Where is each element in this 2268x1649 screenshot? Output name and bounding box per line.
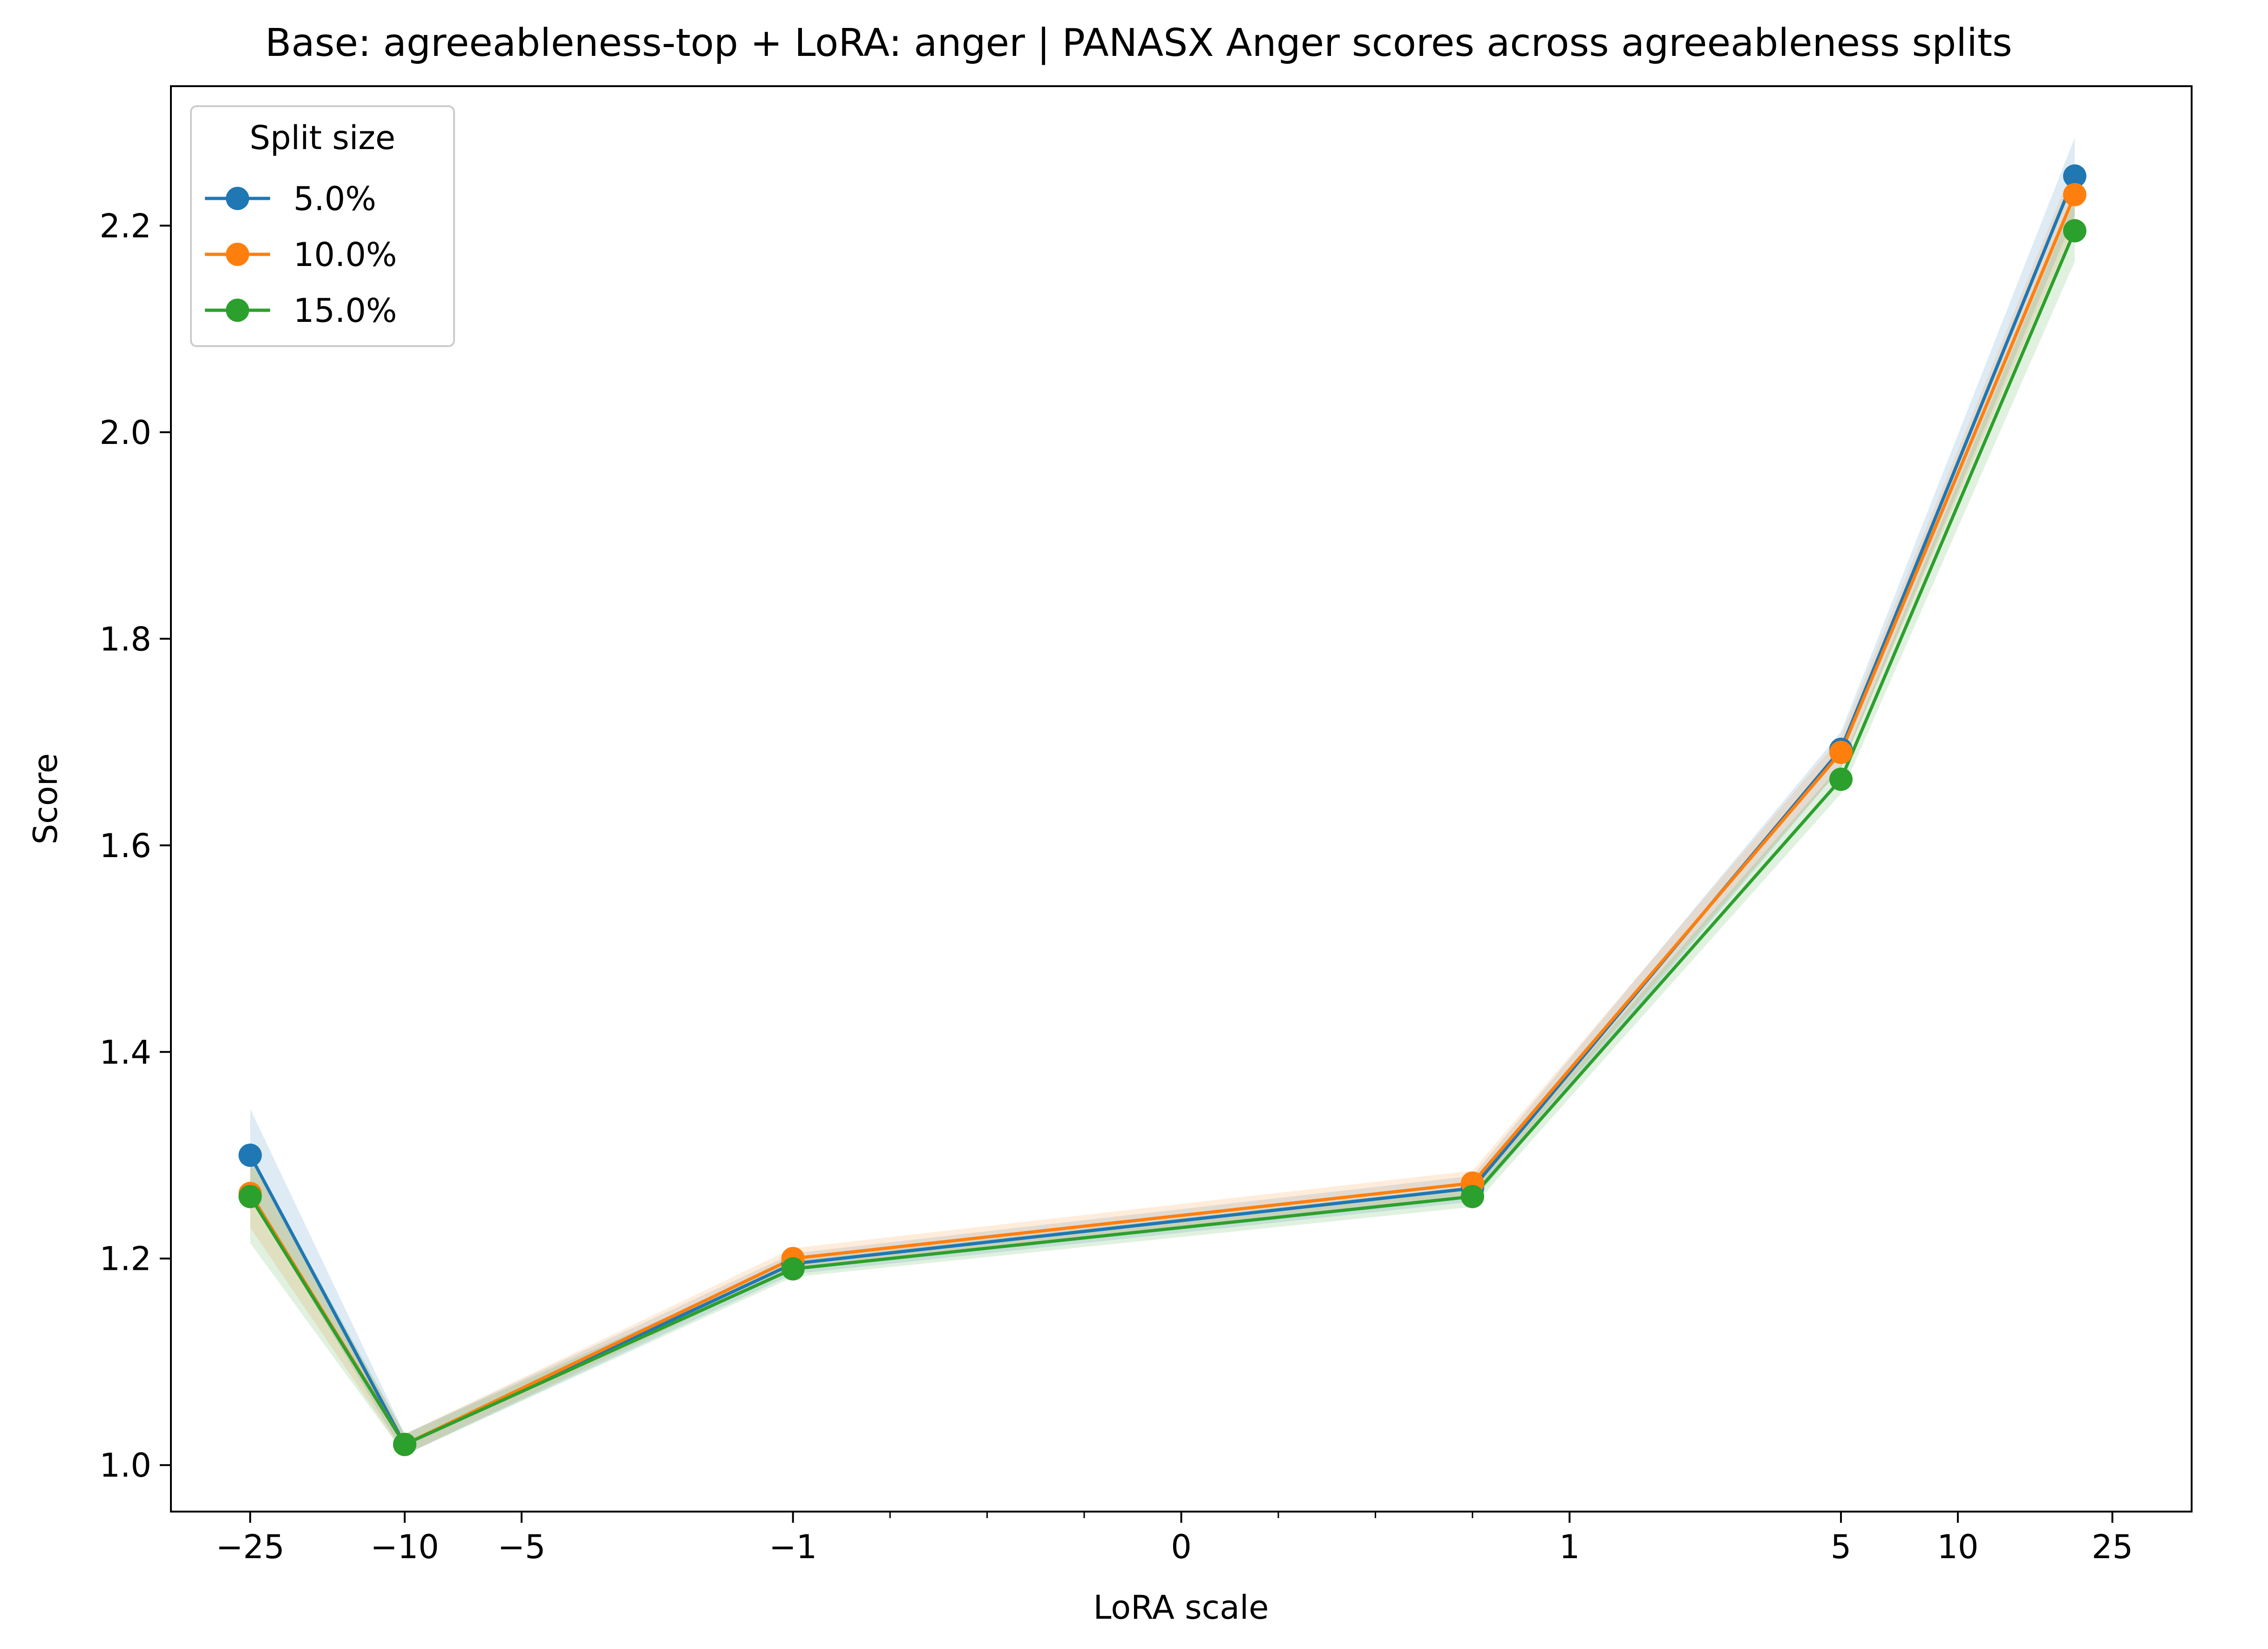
x-tick-label: 0 [1171,1528,1192,1566]
series-markers [238,164,2087,1456]
y-tick-label: 2.0 [100,414,151,452]
data-point [238,1185,262,1208]
x-tick-label: −1 [769,1528,817,1566]
y-tick-label: 1.0 [100,1446,151,1485]
x-axis-label: LoRA scale [1093,1588,1269,1627]
x-tick-label: −25 [216,1528,285,1566]
data-point [1829,767,1853,791]
y-axis-ticks: 1.0 1.2 1.4 1.6 1.8 2.0 2.2 [100,207,171,1485]
data-point [393,1432,416,1456]
data-point [2063,183,2087,206]
data-point [2063,219,2087,243]
series-line [249,175,2077,1446]
y-axis-label: Score [27,753,65,845]
x-axis-ticks: −25 −10 −5 −1 0 1 5 10 25 [216,1512,2133,1566]
x-tick-label: −10 [370,1528,439,1566]
x-tick-label: 10 [1937,1528,1978,1566]
x-tick-label: −5 [497,1528,545,1566]
legend: Split size 5.0% 10.0% 15.0% [190,105,455,347]
series-lines [249,175,2077,1446]
data-point [2063,164,2087,188]
legend-label: 15.0% [293,292,397,330]
legend-label: 5.0% [293,180,376,218]
series-line [249,230,2077,1446]
y-tick-label: 1.4 [100,1033,151,1071]
x-tick-label: 25 [2091,1528,2133,1566]
data-point [781,1257,805,1281]
chart-title: Base: agreeableness-top + LoRA: anger | … [265,21,2012,65]
data-point [1460,1185,1484,1208]
data-point [238,1144,262,1167]
legend-label: 10.0% [293,236,397,274]
y-tick-label: 2.2 [100,207,151,245]
y-tick-label: 1.2 [100,1240,151,1278]
y-tick-label: 1.6 [100,827,151,865]
legend-title: Split size [250,119,395,157]
data-point [1829,741,1853,764]
legend-marker [226,299,249,322]
legend-marker [226,187,249,210]
x-tick-label: 5 [1831,1528,1852,1566]
y-tick-label: 1.8 [100,620,151,658]
legend-box [190,105,455,347]
legend-marker [226,243,249,266]
x-tick-label: 1 [1559,1528,1580,1566]
